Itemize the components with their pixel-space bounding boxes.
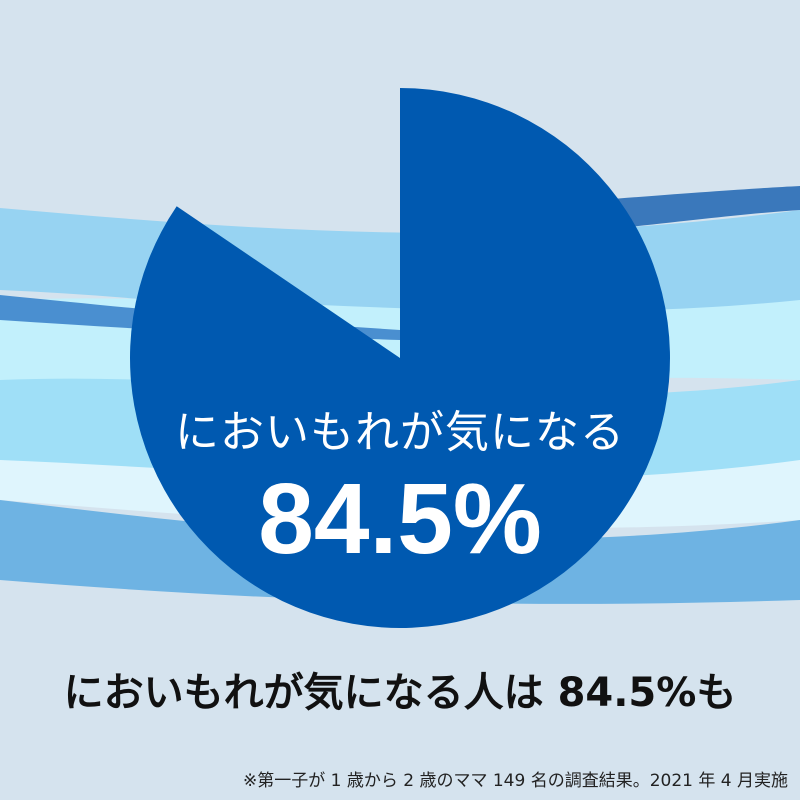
pie-data-label: 84.5% — [258, 463, 542, 575]
footnote: ※第一子が 1 歳から 2 歳のママ 149 名の調査結果。2021 年 4 月… — [242, 771, 788, 791]
pie-slice — [129, 88, 670, 628]
headline: においもれが気になる人は 84.5%も — [63, 670, 737, 716]
pie-label: においもれが気になる — [175, 407, 625, 458]
wave-band — [600, 186, 800, 230]
